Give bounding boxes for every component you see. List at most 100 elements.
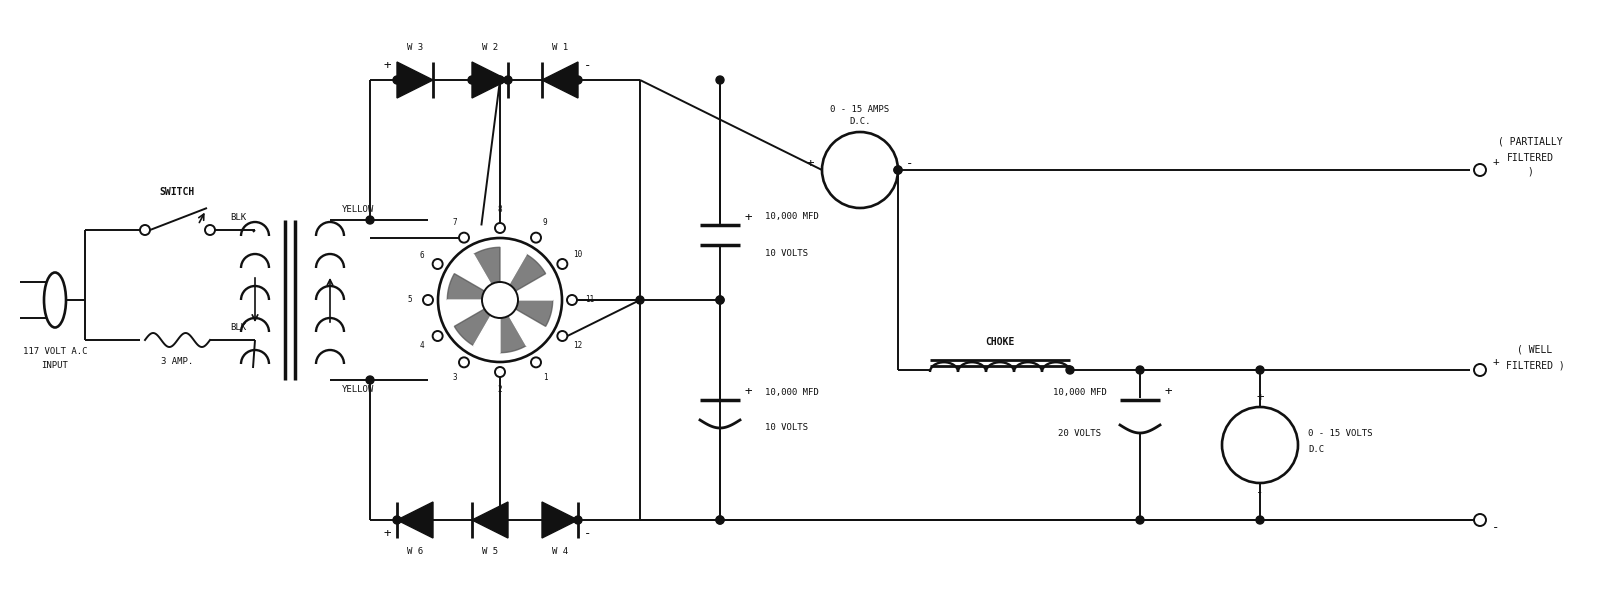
Circle shape: [496, 516, 504, 524]
Circle shape: [717, 76, 723, 84]
Text: ( PARTIALLY: ( PARTIALLY: [1498, 137, 1562, 147]
Polygon shape: [499, 300, 546, 346]
Circle shape: [1222, 407, 1298, 483]
Polygon shape: [397, 502, 434, 538]
Text: 7: 7: [453, 218, 458, 227]
Circle shape: [822, 132, 898, 208]
Text: 3 AMP.: 3 AMP.: [162, 357, 194, 367]
Circle shape: [717, 296, 723, 304]
Text: 2: 2: [498, 386, 502, 395]
Polygon shape: [448, 300, 499, 326]
Text: BLK: BLK: [230, 213, 246, 223]
Circle shape: [557, 331, 568, 341]
Circle shape: [557, 259, 568, 269]
Text: 20 VOLTS: 20 VOLTS: [1059, 428, 1101, 438]
Text: -: -: [1256, 487, 1264, 500]
Text: A: A: [854, 161, 866, 180]
Circle shape: [432, 331, 443, 341]
Circle shape: [894, 166, 902, 174]
Text: +: +: [744, 386, 752, 398]
Text: +: +: [806, 158, 814, 170]
Text: V: V: [1254, 435, 1266, 454]
Circle shape: [504, 76, 512, 84]
Text: 8: 8: [498, 205, 502, 215]
Text: 1: 1: [542, 373, 547, 383]
Text: YELLOW: YELLOW: [342, 205, 374, 215]
Circle shape: [574, 516, 582, 524]
Circle shape: [566, 295, 578, 305]
Text: FILTERED: FILTERED: [1507, 153, 1554, 163]
Circle shape: [394, 76, 402, 84]
Circle shape: [717, 516, 723, 524]
Text: 10,000 MFD: 10,000 MFD: [1053, 387, 1107, 397]
Circle shape: [366, 216, 374, 224]
Circle shape: [717, 296, 723, 304]
Polygon shape: [499, 300, 552, 326]
Text: +: +: [1256, 390, 1264, 403]
Text: -: -: [906, 158, 914, 170]
Text: 11: 11: [586, 295, 595, 305]
Text: +: +: [384, 59, 390, 72]
Text: +: +: [1165, 386, 1171, 398]
Circle shape: [1256, 516, 1264, 524]
Polygon shape: [472, 62, 509, 98]
Polygon shape: [542, 62, 578, 98]
Polygon shape: [474, 247, 499, 300]
Polygon shape: [454, 300, 499, 346]
Circle shape: [1066, 366, 1074, 374]
Circle shape: [1474, 514, 1486, 526]
Circle shape: [1136, 366, 1144, 374]
Text: W 4: W 4: [552, 547, 568, 557]
Circle shape: [366, 376, 374, 384]
Text: 9: 9: [542, 218, 547, 227]
Text: FILTERED ): FILTERED ): [1506, 360, 1565, 370]
Circle shape: [574, 76, 582, 84]
Circle shape: [482, 282, 518, 318]
Text: -: -: [584, 59, 592, 72]
Text: SWITCH: SWITCH: [160, 187, 195, 197]
Text: 6: 6: [419, 251, 424, 259]
Text: +: +: [1493, 157, 1499, 167]
Polygon shape: [499, 247, 526, 300]
Text: W 5: W 5: [482, 547, 498, 557]
Text: YELLOW: YELLOW: [342, 386, 374, 395]
Circle shape: [494, 367, 506, 377]
Circle shape: [717, 516, 723, 524]
Text: 10,000 MFD: 10,000 MFD: [765, 387, 819, 397]
Text: BLK: BLK: [230, 324, 246, 332]
Circle shape: [459, 357, 469, 367]
Circle shape: [394, 516, 402, 524]
Polygon shape: [397, 62, 434, 98]
Text: +: +: [1493, 357, 1499, 367]
Text: CHOKE: CHOKE: [986, 337, 1014, 347]
Text: 0 - 15 VOLTS: 0 - 15 VOLTS: [1309, 428, 1373, 438]
Text: +: +: [744, 210, 752, 224]
Text: 4: 4: [419, 340, 424, 349]
Ellipse shape: [45, 273, 66, 327]
Polygon shape: [474, 300, 499, 352]
Circle shape: [531, 357, 541, 367]
Circle shape: [422, 295, 434, 305]
Circle shape: [467, 76, 477, 84]
Circle shape: [1474, 364, 1486, 376]
Text: D.C.: D.C.: [850, 118, 870, 126]
Text: 117 VOLT A.C: 117 VOLT A.C: [22, 348, 88, 357]
Circle shape: [496, 76, 504, 84]
Text: 10 VOLTS: 10 VOLTS: [765, 424, 808, 433]
Polygon shape: [499, 300, 526, 352]
Text: W 2: W 2: [482, 44, 498, 53]
Circle shape: [438, 238, 562, 362]
Circle shape: [637, 296, 643, 304]
Circle shape: [205, 225, 214, 235]
Text: 10: 10: [573, 251, 582, 259]
Text: -: -: [584, 528, 592, 541]
Text: +: +: [384, 528, 390, 541]
Text: W 3: W 3: [406, 44, 422, 53]
Circle shape: [141, 225, 150, 235]
Text: 10,000 MFD: 10,000 MFD: [765, 213, 819, 221]
Text: ): ): [1526, 167, 1533, 177]
Circle shape: [1474, 164, 1486, 176]
Text: 12: 12: [573, 340, 582, 349]
Text: ( WELL: ( WELL: [1517, 345, 1552, 355]
Text: 10 VOLTS: 10 VOLTS: [765, 248, 808, 257]
